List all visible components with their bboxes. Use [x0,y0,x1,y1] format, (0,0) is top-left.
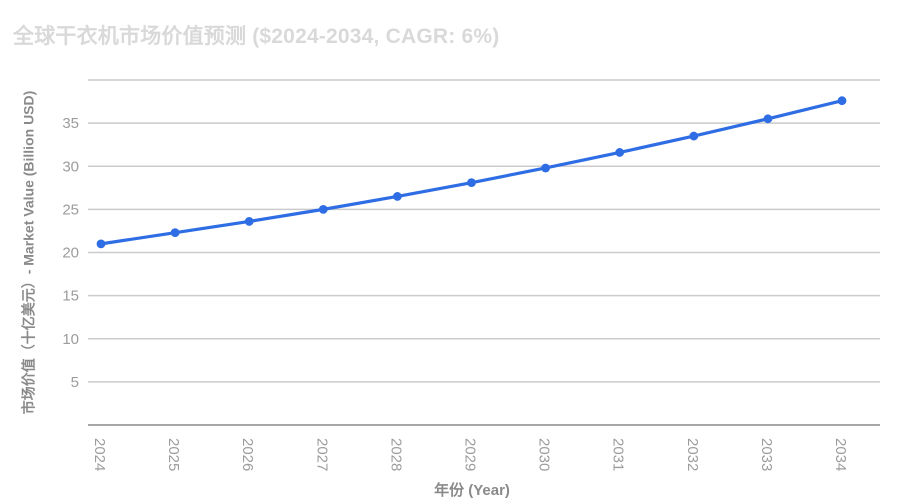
data-point [615,148,625,157]
x-tick-label: 2033 [758,438,775,471]
series-line [99,99,844,246]
data-point [318,204,328,214]
y-tick-label: 15 [62,288,79,305]
data-point [837,96,847,106]
y-tick-label: 20 [62,245,79,262]
y-tick-label: 35 [62,115,79,132]
x-tick-label: 2032 [684,438,701,471]
x-tick-label: 2024 [91,438,108,471]
data-point [467,178,476,188]
data-point [96,239,106,249]
y-tick-label: 25 [62,201,79,218]
x-tick-label: 2025 [165,438,182,471]
x-tick-label: 2028 [387,438,404,471]
x-tick-label: 2026 [239,438,256,471]
x-tick-label: 2030 [536,438,553,471]
data-point [763,114,773,124]
data-point [170,228,180,238]
y-tick-label: 5 [71,374,79,391]
y-tick-label: 10 [62,331,79,348]
y-axis-title: 市场价值（十亿美元）- Market Value (Billion USD) [20,90,37,415]
data-point [541,163,550,173]
x-axis-title: 年份 (Year) [434,482,510,499]
x-tick-label: 2029 [462,438,479,471]
data-point [689,131,699,141]
x-tick-label: 2027 [313,438,330,471]
data-point [393,192,402,201]
x-tick-label: 2031 [610,438,627,471]
y-tick-label: 30 [62,158,79,175]
x-tick-label: 2034 [832,438,849,471]
chart-title: 全球干衣机市场价值预测 ($2024-2034, CAGR: 6%) [13,25,500,48]
data-point [244,217,254,226]
